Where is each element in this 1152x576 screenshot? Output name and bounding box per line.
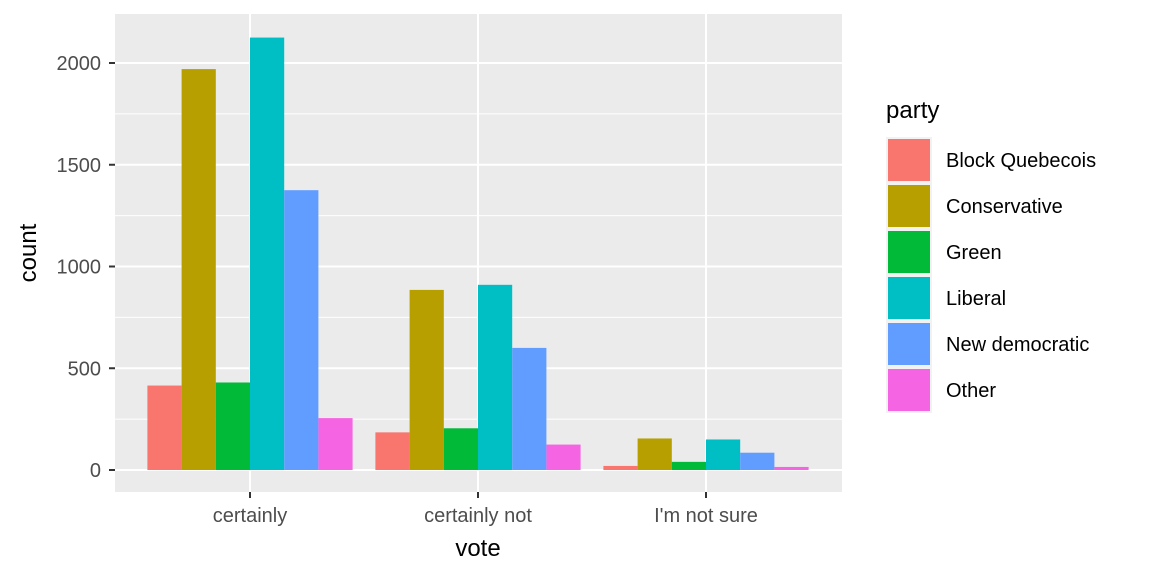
bar	[774, 466, 809, 470]
bar	[443, 428, 478, 470]
legend-title: party	[886, 97, 939, 124]
y-axis-title: count	[15, 223, 42, 282]
y-tick-label: 1000	[57, 257, 102, 279]
legend: party Block Quebecois Conservative Green Li…	[886, 97, 1096, 413]
bar	[375, 432, 410, 470]
bar	[318, 418, 353, 470]
bar	[250, 37, 285, 470]
x-tick-label: certainly not	[424, 505, 532, 527]
legend-label: Other	[946, 380, 996, 402]
y-tick-label: 2000	[57, 53, 102, 75]
legend-swatch	[888, 369, 930, 411]
legend-swatch	[888, 277, 930, 319]
y-tick-label: 1500	[57, 155, 102, 177]
bars	[147, 37, 809, 470]
x-axis-title: vote	[455, 535, 500, 562]
x-tick-label: certainly	[213, 505, 287, 527]
bar	[603, 465, 638, 470]
legend-label: Green	[946, 242, 1002, 264]
bar	[284, 190, 319, 470]
bar	[147, 385, 182, 470]
x-axis: certainly certainly not I'm not sure	[213, 492, 758, 527]
legend-label: New democratic	[946, 334, 1089, 356]
legend-swatch	[888, 139, 930, 181]
legend-label: Liberal	[946, 288, 1006, 310]
bar	[671, 461, 706, 470]
legend-label: Conservative	[946, 196, 1063, 218]
y-tick-label: 500	[68, 358, 101, 380]
bar	[740, 452, 775, 470]
legend-swatch	[888, 231, 930, 273]
bar	[409, 289, 444, 470]
legend-swatch	[888, 323, 930, 365]
legend-swatch	[888, 185, 930, 227]
y-axis: 0 500 1000 1500 2000	[57, 53, 115, 482]
y-tick-label: 0	[90, 460, 101, 482]
bar	[546, 444, 581, 470]
bar	[478, 284, 513, 470]
bar	[215, 382, 250, 470]
bar	[706, 439, 741, 470]
x-tick-label: I'm not sure	[654, 505, 758, 527]
bar	[512, 347, 547, 470]
legend-label: Block Quebecois	[946, 150, 1096, 172]
bar	[637, 438, 672, 470]
bar	[181, 69, 216, 470]
